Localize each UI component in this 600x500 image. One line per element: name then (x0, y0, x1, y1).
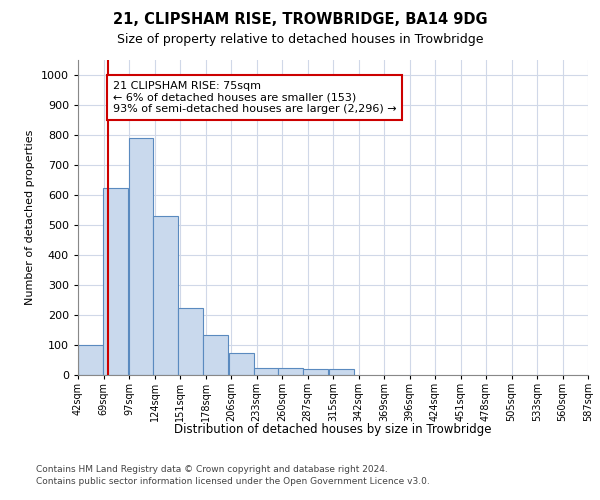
Bar (154, 216, 178, 375)
Bar (103, 188, 128, 375)
Y-axis label: Number of detached properties: Number of detached properties (25, 130, 35, 305)
Bar (329, 369, 353, 375)
Bar (203, 334, 228, 375)
Text: Contains public sector information licensed under the Open Government Licence v3: Contains public sector information licen… (36, 478, 430, 486)
Bar (278, 368, 303, 375)
Text: Contains HM Land Registry data © Crown copyright and database right 2024.: Contains HM Land Registry data © Crown c… (36, 465, 388, 474)
Bar (303, 369, 328, 375)
Text: 21 CLIPSHAM RISE: 75sqm
← 6% of detached houses are smaller (153)
93% of semi-de: 21 CLIPSHAM RISE: 75sqm ← 6% of detached… (113, 81, 397, 114)
Bar (178, 308, 203, 375)
Bar (229, 352, 254, 375)
Text: Distribution of detached houses by size in Trowbridge: Distribution of detached houses by size … (174, 422, 492, 436)
Bar (78, 345, 103, 375)
Text: 21, CLIPSHAM RISE, TROWBRIDGE, BA14 9DG: 21, CLIPSHAM RISE, TROWBRIDGE, BA14 9DG (113, 12, 487, 28)
Text: Size of property relative to detached houses in Trowbridge: Size of property relative to detached ho… (117, 32, 483, 46)
Bar (128, 138, 154, 375)
Bar (254, 368, 278, 375)
